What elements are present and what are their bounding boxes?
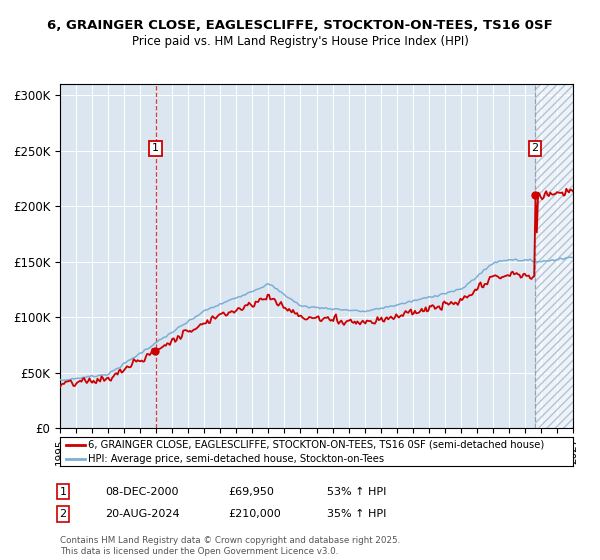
Bar [535,84,573,428]
Text: 53% ↑ HPI: 53% ↑ HPI [327,487,386,497]
Text: 08-DEC-2000: 08-DEC-2000 [105,487,179,497]
Text: £210,000: £210,000 [228,509,281,519]
Text: 2: 2 [532,143,538,153]
Text: £69,950: £69,950 [228,487,274,497]
Text: Price paid vs. HM Land Registry's House Price Index (HPI): Price paid vs. HM Land Registry's House … [131,35,469,49]
Bar [535,84,573,428]
Text: Contains HM Land Registry data © Crown copyright and database right 2025.
This d: Contains HM Land Registry data © Crown c… [60,536,400,556]
Text: HPI: Average price, semi-detached house, Stockton-on-Tees: HPI: Average price, semi-detached house,… [88,454,385,464]
Text: 2: 2 [59,509,67,519]
Text: 35% ↑ HPI: 35% ↑ HPI [327,509,386,519]
Text: 1: 1 [152,143,159,153]
Text: 6, GRAINGER CLOSE, EAGLESCLIFFE, STOCKTON-ON-TEES, TS16 0SF (semi-detached house: 6, GRAINGER CLOSE, EAGLESCLIFFE, STOCKTO… [88,440,544,450]
Text: 1: 1 [59,487,67,497]
Text: 20-AUG-2024: 20-AUG-2024 [105,509,179,519]
Text: 6, GRAINGER CLOSE, EAGLESCLIFFE, STOCKTON-ON-TEES, TS16 0SF: 6, GRAINGER CLOSE, EAGLESCLIFFE, STOCKTO… [47,18,553,32]
